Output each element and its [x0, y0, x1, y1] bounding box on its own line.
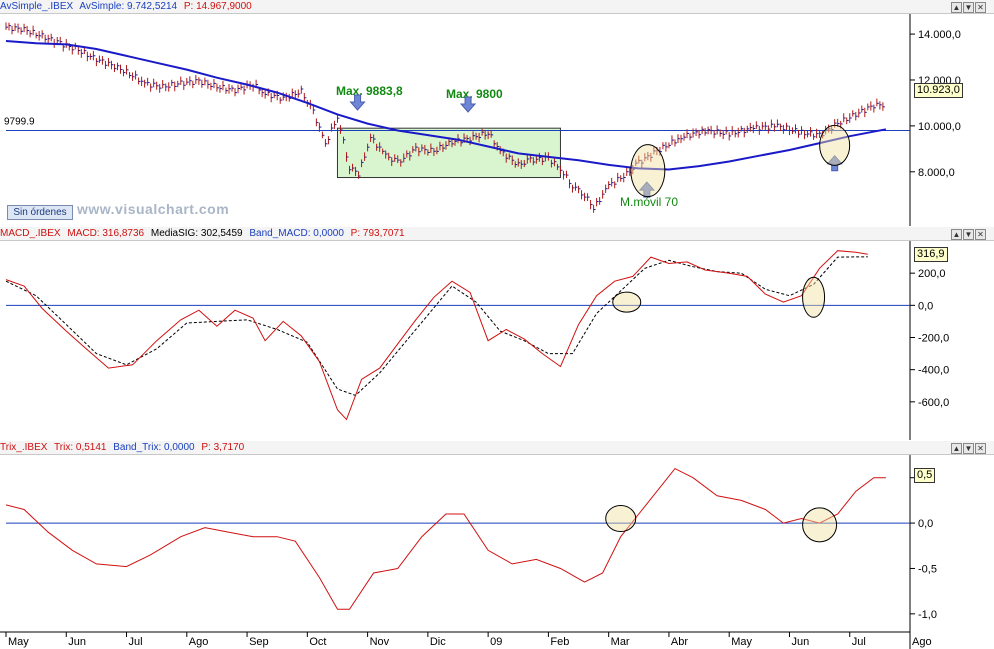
- highlight-circle: [819, 124, 851, 166]
- x-tick-label: Ago: [189, 636, 209, 648]
- trix-header-item: Trix: 0,5141: [54, 442, 107, 453]
- trix-scroll-down-button[interactable]: ▼: [963, 443, 974, 454]
- highlight-circle: [802, 507, 838, 543]
- y-tick-label: -200,0: [918, 333, 949, 345]
- price-chart[interactable]: 14.000,012.000,010.000,08.000,09799.9Max…: [0, 14, 994, 226]
- highlight-circle: [612, 291, 642, 313]
- trix-last-badge: 0,5: [914, 468, 936, 483]
- y-tick-label: 200,0: [918, 268, 946, 280]
- x-tick-label: Abr: [671, 636, 688, 648]
- x-tick-label: Oct: [309, 636, 326, 648]
- pane-scroll-down-button[interactable]: ▼: [963, 2, 974, 13]
- y-tick-label: -0,5: [918, 563, 937, 575]
- y-tick-label: 0,0: [918, 300, 933, 312]
- y-tick-label: -400,0: [918, 365, 949, 377]
- highlight-circle: [630, 144, 666, 198]
- y-tick-label: 10.000,0: [918, 121, 961, 133]
- max-label-2: Max. 9800: [446, 87, 503, 101]
- x-tick-label: 09: [490, 636, 502, 648]
- y-tick-label: 0,0: [918, 518, 933, 530]
- signal-line: [5, 256, 868, 396]
- macd-header-item: MACD_.IBEX: [0, 228, 61, 239]
- y-tick-label: 14.000,0: [918, 29, 961, 41]
- watermark: www.visualchart.com: [77, 201, 230, 217]
- price-header-item: AvSimple: 9.742,5214: [79, 1, 178, 12]
- macd-chart[interactable]: 200,0 0,0 -200,0 -400,0 -600,0: [0, 241, 994, 440]
- x-tick-label: Mar: [611, 636, 630, 648]
- pane-background: [0, 455, 994, 649]
- macd-scroll-down-button[interactable]: ▼: [963, 229, 974, 240]
- x-tick-label: Jun: [68, 636, 86, 648]
- trix-line: [5, 467, 886, 610]
- y-tick-label: -600,0: [918, 397, 949, 409]
- price-header-item: AvSimple_.IBEX: [0, 1, 74, 12]
- x-tick-label: Ago: [912, 636, 932, 648]
- moving-average-label: M.móvil 70: [620, 195, 678, 209]
- macd-header-item: MACD: 316,8736: [67, 228, 145, 239]
- macd-close-button[interactable]: ✕: [975, 229, 986, 240]
- trix-chart[interactable]: 0,5 0,0 -0,5 -1,0 May Jun Jul Ago Sep Oct Nov Dic 09…: [0, 455, 994, 649]
- moving-average-line: [5, 40, 887, 171]
- trix-header-item: P: 3,7170: [201, 442, 245, 453]
- price-last-badge: 10.923,0: [914, 83, 963, 98]
- trix-pane-header: Trix_.IBEX Trix: 0,5141 Band_Trix: 0,000…: [0, 441, 994, 455]
- x-tick-label: Jun: [791, 636, 809, 648]
- macd-line: [5, 250, 868, 421]
- down-arrow-icon: [459, 96, 477, 113]
- macd-header-item: MediaSIG: 302,5459: [150, 228, 243, 239]
- max-label-1: Max. 9883,8: [336, 84, 403, 98]
- macd-scroll-up-button[interactable]: ▲: [951, 229, 962, 240]
- trix-header-item: Band_Trix: 0,0000: [113, 442, 195, 453]
- trix-scroll-up-button[interactable]: ▲: [951, 443, 962, 454]
- x-tick-label: May: [8, 636, 29, 648]
- price-pane-header: AvSimple_.IBEX AvSimple: 9.742,5214 P: 1…: [0, 0, 994, 14]
- x-tick-label: Jul: [129, 636, 143, 648]
- macd-header-item: P: 793,7071: [350, 228, 405, 239]
- y-tick-label: -1,0: [918, 609, 937, 621]
- macd-last-badge: 316,9: [914, 247, 948, 262]
- macd-header-item: Band_MACD: 0,0000: [249, 228, 344, 239]
- x-tick-label: May: [731, 636, 752, 648]
- range-box: [336, 127, 561, 179]
- trix-header-item: Trix_.IBEX: [0, 442, 48, 453]
- x-tick-label: Jul: [852, 636, 866, 648]
- highlight-circle: [802, 276, 826, 318]
- y-tick-label: 8.000,0: [918, 167, 955, 179]
- price-header-item: P: 14.967,9000: [183, 1, 252, 12]
- pane-background: [0, 241, 994, 440]
- highlight-circle: [605, 505, 637, 533]
- up-arrow-icon: [638, 181, 655, 198]
- x-tick-label: Nov: [370, 636, 390, 648]
- x-tick-label: Sep: [249, 636, 269, 648]
- pane-scroll-up-button[interactable]: ▲: [951, 2, 962, 13]
- x-tick-label: Dic: [430, 636, 446, 648]
- trix-close-button[interactable]: ✕: [975, 443, 986, 454]
- orders-button[interactable]: Sin órdenes: [7, 205, 73, 220]
- x-tick-label: Feb: [550, 636, 569, 648]
- down-arrow-icon: [349, 94, 366, 111]
- pane-background: [0, 14, 994, 226]
- pane-close-button[interactable]: ✕: [975, 2, 986, 13]
- macd-pane-header: MACD_.IBEX MACD: 316,8736 MediaSIG: 302,…: [0, 227, 994, 241]
- resistance-label: 9799.9: [4, 116, 35, 127]
